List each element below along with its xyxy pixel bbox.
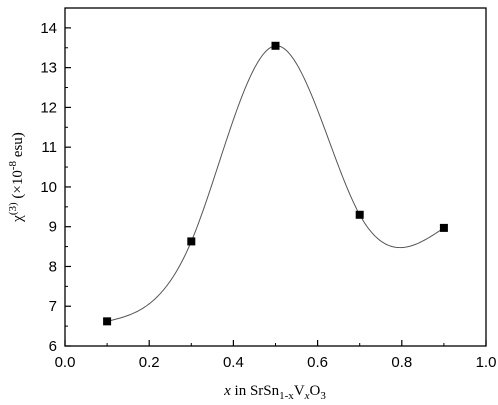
data-point [355, 210, 364, 219]
x-tick-label: 0.4 [223, 354, 244, 371]
y-tick-label: 12 [40, 99, 57, 116]
x-tick-label: 1.0 [476, 354, 497, 371]
data-point [187, 237, 196, 246]
y-axis-ticks: 6 7 8 9 10 11 12 13 14 [40, 20, 71, 355]
y-tick-label: 9 [49, 219, 57, 236]
y-tick-label: 7 [49, 298, 57, 315]
plot-frame [64, 7, 487, 347]
x-axis-title: x in SrSn1-xVxO3 [223, 383, 326, 402]
data-point [439, 223, 448, 232]
y-tick-label: 6 [49, 338, 57, 355]
x-axis-ticks: 0.0 0.2 0.4 0.6 0.8 1.0 [55, 340, 497, 371]
data-point [271, 41, 280, 50]
y-tick-label: 11 [41, 139, 57, 156]
x-tick-label: 0.8 [391, 354, 412, 371]
data-point [103, 317, 112, 326]
data-markers [103, 41, 448, 326]
x-tick-label: 0.2 [139, 354, 160, 371]
x-tick-label: 0.0 [55, 354, 76, 371]
fit-curve [106, 45, 445, 322]
x-tick-label: 0.6 [307, 354, 328, 371]
y-tick-label: 10 [40, 179, 57, 196]
y-axis-title: χ(3) (×10-8 esu) [7, 132, 26, 223]
y-tick-label: 8 [49, 258, 57, 275]
y-tick-label: 14 [40, 20, 57, 37]
y-tick-label: 13 [40, 60, 57, 77]
